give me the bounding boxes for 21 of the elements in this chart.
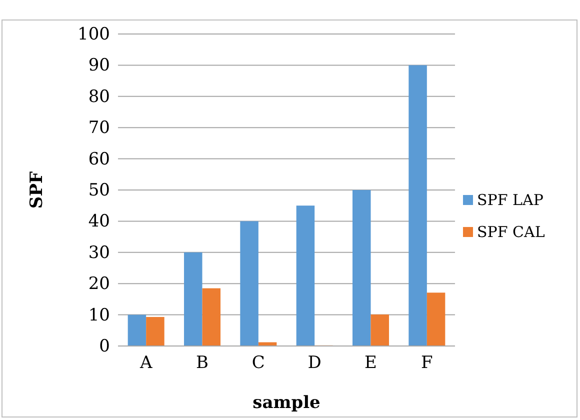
y-tick-label: 80 (88, 86, 110, 107)
y-axis-title: SPF (27, 171, 47, 209)
x-tick-label: C (252, 353, 265, 374)
x-tick-label: B (196, 353, 208, 374)
y-tick-label: 50 (88, 180, 110, 200)
y-tick-label: 0 (99, 336, 110, 356)
y-tick-label: 60 (88, 149, 110, 170)
x-tick-label: D (308, 353, 322, 374)
legend-label: SPF CAL (477, 223, 545, 241)
y-tick-label: 40 (88, 212, 110, 232)
y-tick-label: 90 (88, 56, 110, 76)
y-tick-label: 10 (88, 305, 110, 326)
x-tick-label: F (421, 353, 434, 374)
x-tick-label: A (138, 353, 153, 374)
y-tick-label: 100 (78, 24, 110, 44)
x-axis-title: sample (252, 393, 321, 413)
y-tick-label: 20 (88, 274, 110, 294)
y-tick-label: 30 (88, 242, 110, 263)
legend-label: SPF LAP (477, 191, 544, 209)
y-tick-label: 70 (88, 118, 110, 138)
x-tick-label: E (364, 353, 377, 374)
